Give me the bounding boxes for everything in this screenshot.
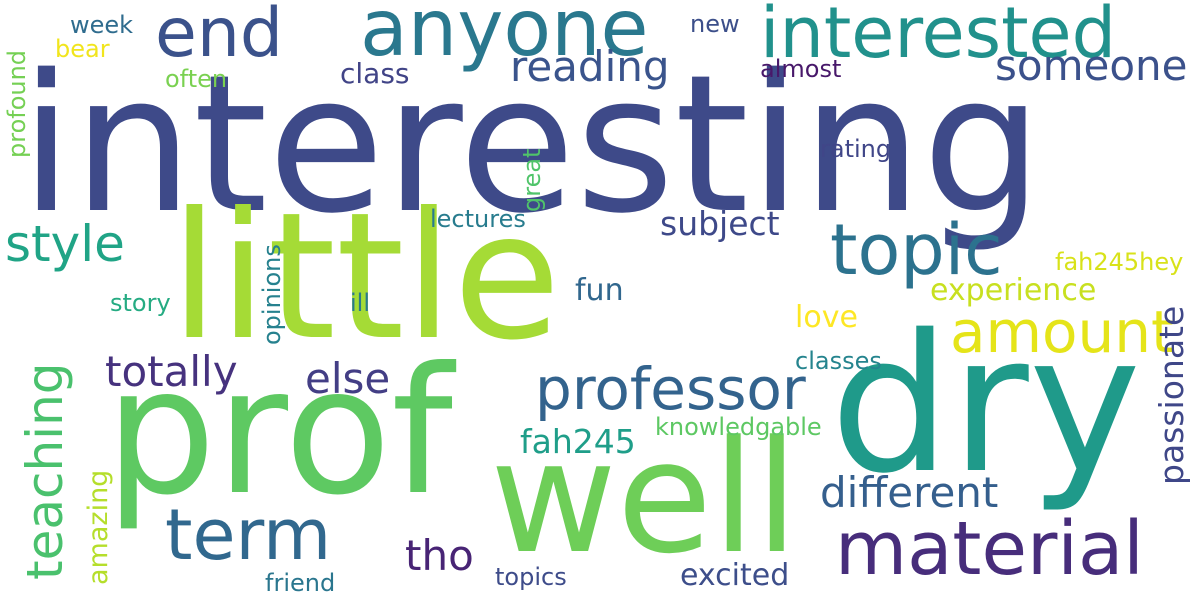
word-style: style [5, 215, 125, 273]
word-amount: amount [950, 298, 1174, 366]
word-story: story [110, 289, 171, 317]
word-interested: interested [760, 0, 1117, 74]
word-new: new [690, 10, 740, 38]
word-prof: prof [105, 331, 453, 534]
word-profound: profound [3, 49, 31, 158]
word-amazing: amazing [83, 469, 114, 585]
word-fah245hey: fah245hey [1055, 248, 1184, 276]
word-excited: excited [680, 558, 790, 593]
word-material: material [835, 506, 1144, 592]
word-fun: fun [575, 273, 624, 308]
word-topic: topic [830, 209, 1003, 291]
word-classes: classes [795, 347, 882, 375]
word-anyone: anyone [360, 0, 649, 74]
word-bear: bear [55, 35, 110, 63]
word-ill: ill [350, 289, 371, 317]
word-week: week [70, 11, 134, 39]
word-someone: someone [995, 41, 1188, 90]
word-passionate: passionate [1152, 305, 1191, 485]
word-love: love [795, 300, 858, 335]
word-else: else [305, 354, 391, 403]
word-almost: almost [760, 55, 842, 83]
word-dry: dry [830, 294, 1142, 515]
word-professor: professor [535, 355, 806, 423]
word-well: well [490, 407, 799, 588]
word-lectures: lectures [430, 205, 526, 233]
word-friend: friend [265, 569, 336, 597]
word-subject: subject [660, 204, 780, 243]
word-reading: reading [510, 42, 670, 91]
word-knowledgable: knowledgable [655, 413, 822, 441]
word-opinions: opinions [258, 244, 286, 345]
word-interesting: interesting [20, 34, 1043, 255]
word-class: class [340, 57, 410, 90]
word-end: end [155, 0, 284, 73]
word-often: often [165, 65, 228, 93]
word-different: different [820, 468, 999, 517]
word-experience: experience [930, 273, 1097, 308]
word-teaching: teaching [16, 362, 74, 580]
word-tho: tho [405, 531, 474, 580]
word-little: little [170, 176, 561, 379]
word-fah245: fah245 [520, 422, 636, 461]
word-term: term [165, 494, 332, 576]
word-topics: topics [495, 563, 567, 591]
word-totally: totally [105, 347, 238, 396]
word-rating: rating [820, 135, 892, 163]
word-great: great [518, 148, 546, 212]
